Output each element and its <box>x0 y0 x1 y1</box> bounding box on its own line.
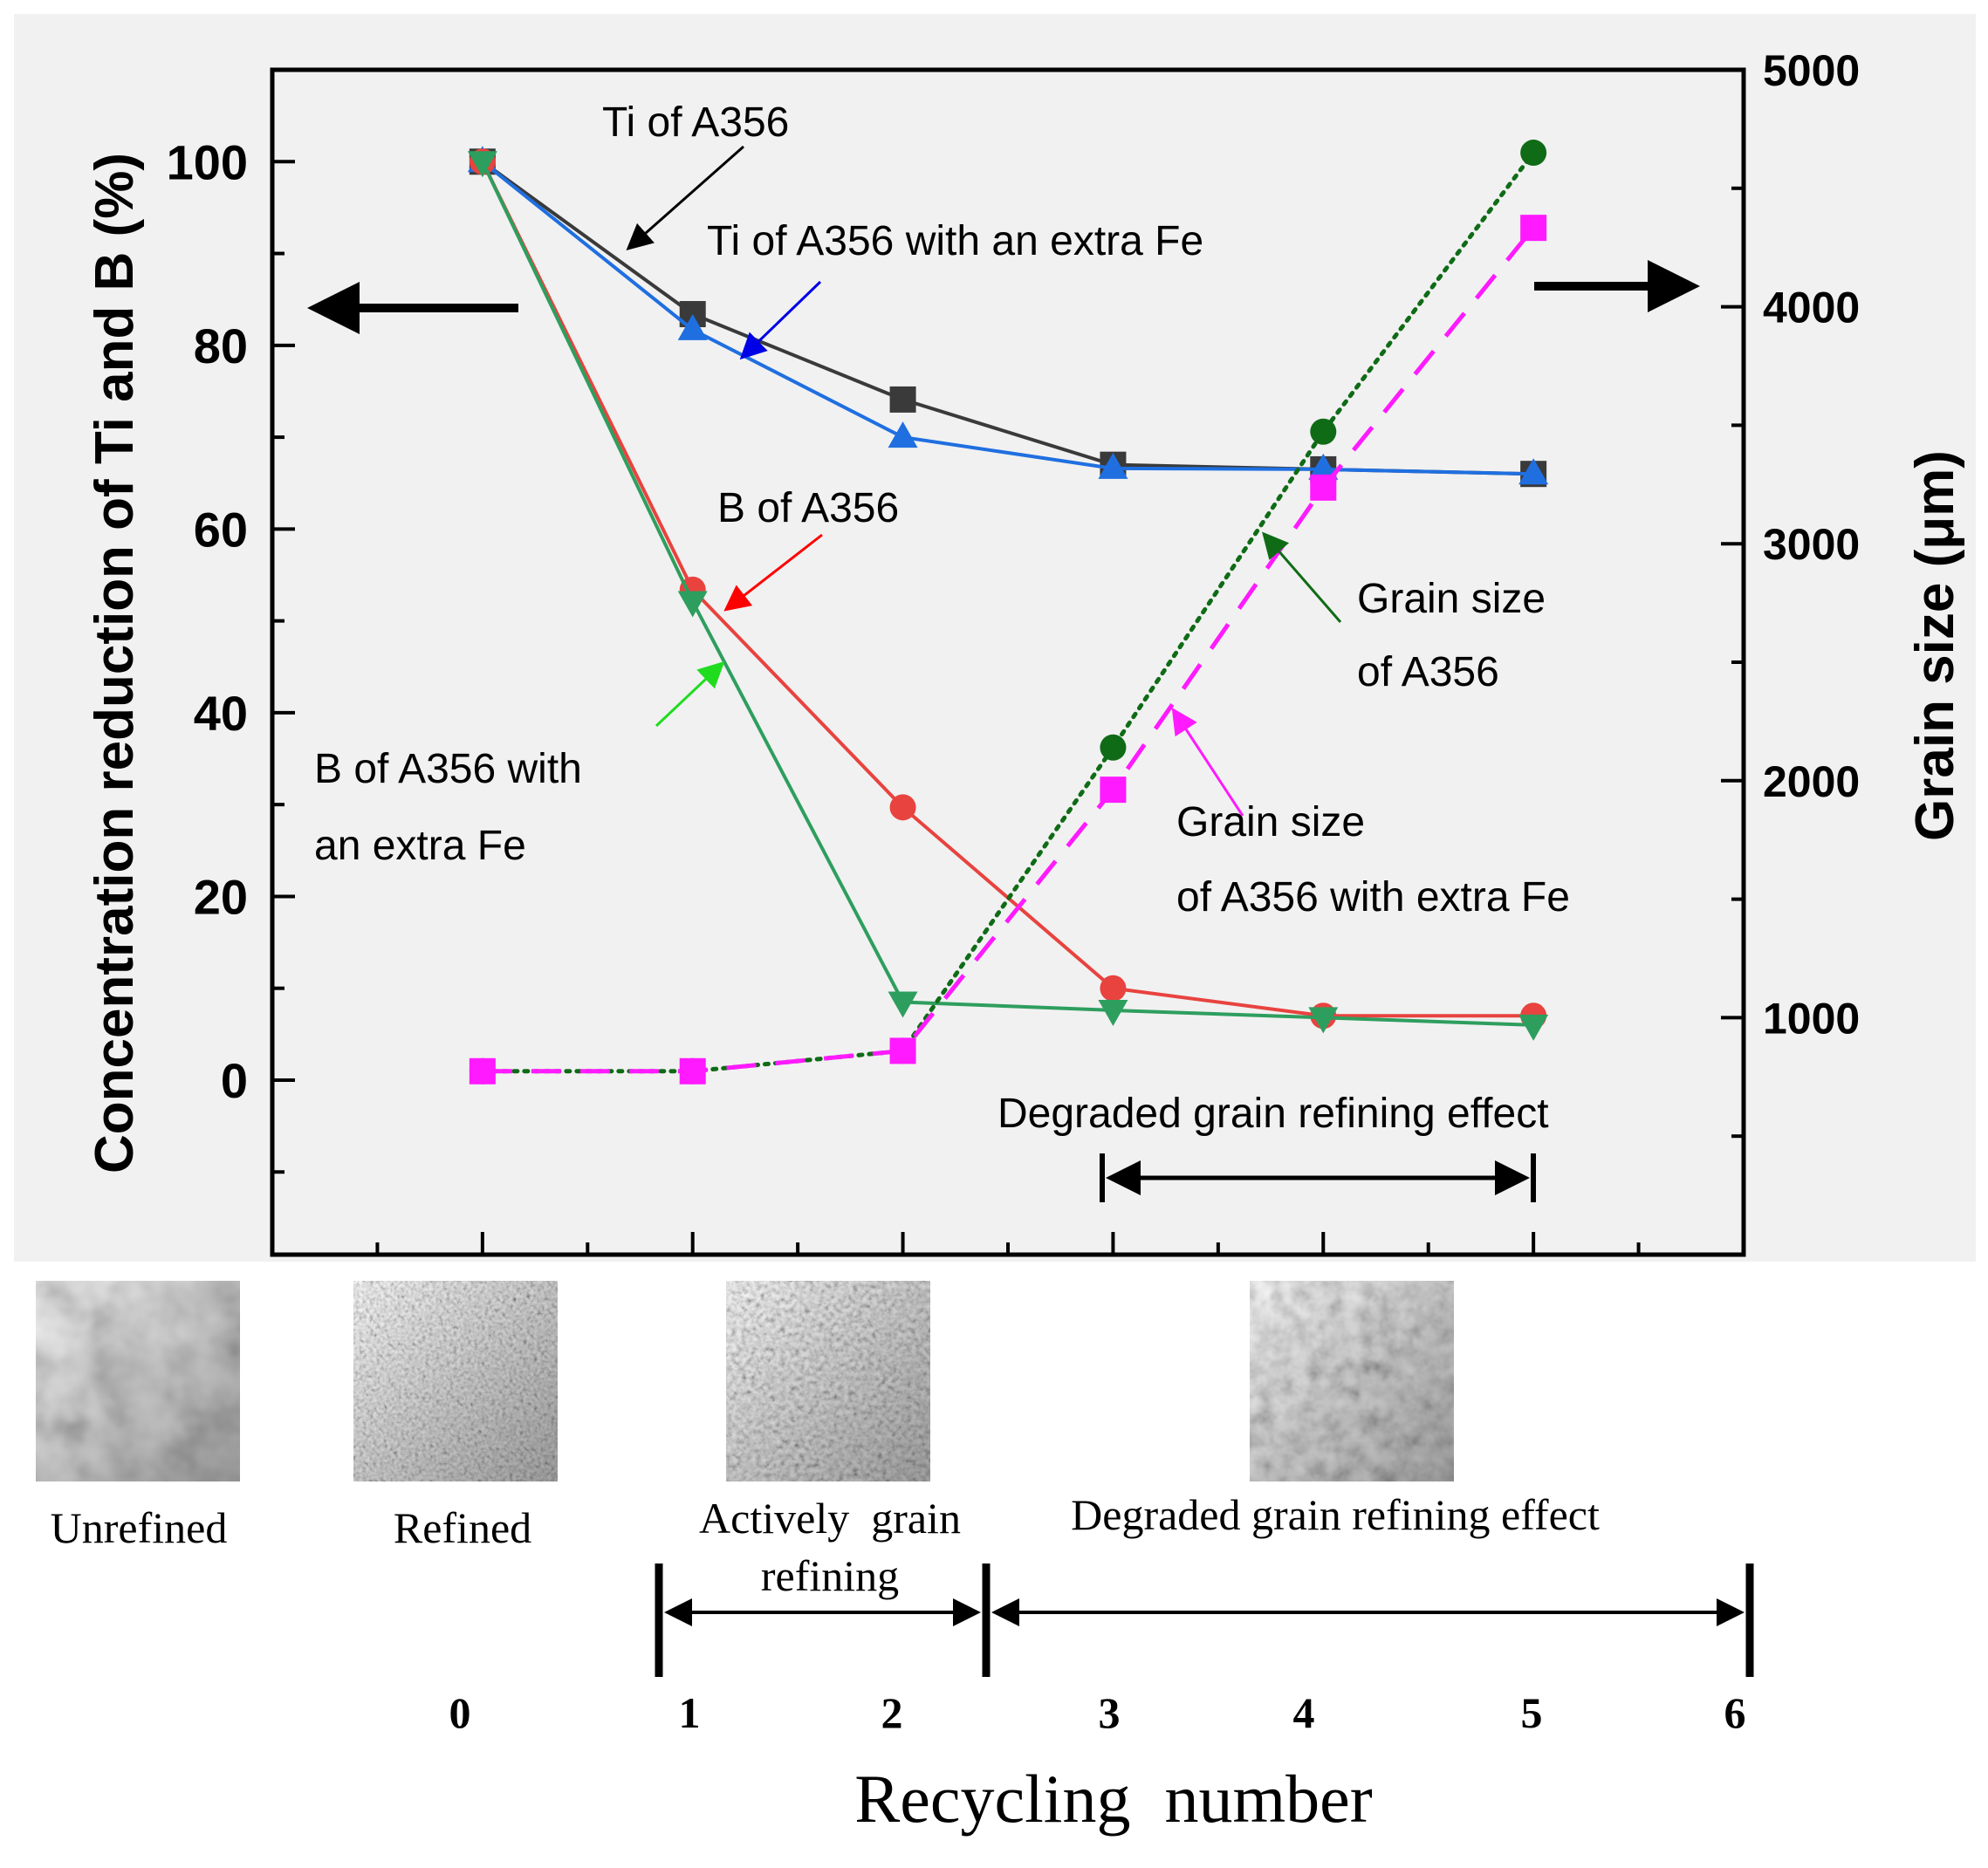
annotation-label: of A356 <box>1357 649 1499 695</box>
annotation-arrow-icon <box>626 145 744 250</box>
bottom-tick-label: 0 <box>449 1688 471 1737</box>
data-point-triangle-down <box>1308 1007 1339 1034</box>
data-point-triangle-down <box>888 991 918 1018</box>
left-tick-label: 20 <box>194 869 248 924</box>
data-point-square <box>469 1057 496 1085</box>
data-point-circle <box>1100 975 1127 1002</box>
bottom-tick-label: 5 <box>1521 1688 1543 1737</box>
data-point-circle <box>1310 418 1337 445</box>
data-point-triangle-down <box>1098 999 1128 1026</box>
chart-background <box>14 14 1976 1262</box>
series-grain-size-of-a356-with-extra-fe <box>469 215 1547 1085</box>
data-point-triangle-up <box>888 421 918 448</box>
bottom-tick-label: 6 <box>1724 1688 1746 1737</box>
series-line <box>481 161 1534 1027</box>
left-tick-label: 80 <box>194 318 248 373</box>
micrograph-actively-refining <box>726 1281 930 1481</box>
micrograph-label-unrefined: Unrefined <box>51 1503 228 1552</box>
annotation-ti-a356-fe: Ti of A356 with an extra Fe <box>707 218 1203 360</box>
annotation-label: B of A356 with <box>314 746 582 792</box>
right-tick-label: 5000 <box>1763 46 1860 95</box>
annotation-label: Grain size <box>1357 576 1546 622</box>
micrograph-label-refined: Refined <box>394 1503 531 1552</box>
data-point-triangle-up <box>1308 453 1339 480</box>
left-tick-label: 100 <box>167 134 248 189</box>
right-axis-title: Grain size (μm) <box>1905 450 1965 841</box>
bottom-tick-label: 4 <box>1293 1688 1315 1737</box>
series-layer <box>467 140 1549 1085</box>
stage-bracket-degraded <box>991 1564 1754 1677</box>
data-point-triangle-down <box>1518 1014 1549 1041</box>
data-point-triangle-up <box>1518 458 1549 485</box>
right-tick-label: 3000 <box>1763 520 1860 569</box>
annotation-arrow-icon <box>655 660 725 728</box>
annotation-arrow-icon <box>1171 707 1244 817</box>
series-line <box>480 150 1536 1074</box>
annotation-b-a356: B of A356 <box>717 485 899 612</box>
annotation-arrow-icon <box>723 533 823 612</box>
stage-bracket-active <box>655 1564 991 1677</box>
annotation-arrow-icon <box>1262 531 1342 623</box>
micrograph-label-degraded: Degraded grain refining effect <box>1071 1490 1600 1539</box>
annotation-label: Ti of A356 with an extra Fe <box>707 218 1203 264</box>
x-axis <box>375 1232 1641 1255</box>
data-point-square <box>1100 777 1127 804</box>
annotation-arrow-icon <box>739 280 822 360</box>
micrograph-unrefined <box>36 1281 240 1481</box>
annotation-ti-a356: Ti of A356 <box>602 99 789 250</box>
series-line <box>481 160 1534 476</box>
annotation-grain-a356: Grain size of A356 <box>1262 531 1546 695</box>
right-tick-label: 1000 <box>1763 994 1860 1043</box>
annotation-b-a356-fe: B of A356 with an extra Fe <box>314 660 725 869</box>
data-point-square <box>1310 474 1337 501</box>
series-b-of-a356-with-an-extra-fe <box>467 151 1549 1041</box>
micrograph-degraded <box>1250 1281 1454 1481</box>
left-axis-title: Concentration reduction of Ti and B (%) <box>85 153 145 1173</box>
left-tick-label: 60 <box>194 502 248 557</box>
data-point-circle <box>889 794 916 821</box>
annotation-label: Degraded grain refining effect <box>997 1091 1549 1137</box>
data-point-circle <box>1520 140 1547 167</box>
data-point-triangle-up <box>1098 452 1128 479</box>
series-line <box>482 226 1536 1074</box>
right-tick-label: 2000 <box>1763 757 1860 806</box>
annotation-label: B of A356 <box>717 485 899 531</box>
annotation-grain-a356-fe: Grain size of A356 with extra Fe <box>1171 707 1570 920</box>
annotation-label: an extra Fe <box>314 823 526 869</box>
data-point-circle <box>1100 734 1127 761</box>
micrograph-label-actively-line2: refining <box>761 1551 899 1600</box>
micrograph-label-actively-line1: Actively grain <box>699 1494 961 1543</box>
left-axis: 0 20 40 60 80 100 <box>167 134 295 1174</box>
data-point-square <box>679 1057 706 1085</box>
right-tick-label: 4000 <box>1763 284 1860 332</box>
data-point-square <box>889 1037 916 1064</box>
data-point-triangle-down <box>677 591 708 618</box>
bottom-x-ticks: 0 1 2 3 4 5 6 <box>449 1688 1746 1737</box>
annotation-label: Grain size <box>1176 799 1365 845</box>
bottom-tick-label: 1 <box>679 1688 701 1737</box>
data-point-square <box>1520 215 1547 242</box>
x-axis-title: Recycling number <box>854 1761 1373 1837</box>
data-point-triangle-down <box>467 151 497 178</box>
annotation-label: Ti of A356 <box>602 99 789 146</box>
left-tick-label: 40 <box>194 686 248 741</box>
right-axis: 1000 2000 3000 4000 5000 <box>1721 46 1860 1139</box>
annotation-degraded-span: Degraded grain refining effect <box>997 1091 1549 1202</box>
data-point-triangle-up <box>677 313 708 340</box>
left-tick-label: 0 <box>221 1053 248 1108</box>
bottom-tick-label: 2 <box>881 1688 903 1737</box>
annotation-label: of A356 with extra Fe <box>1176 874 1570 920</box>
data-point-square <box>889 386 916 413</box>
micrograph-refined <box>353 1281 558 1481</box>
bottom-tick-label: 3 <box>1099 1688 1121 1737</box>
